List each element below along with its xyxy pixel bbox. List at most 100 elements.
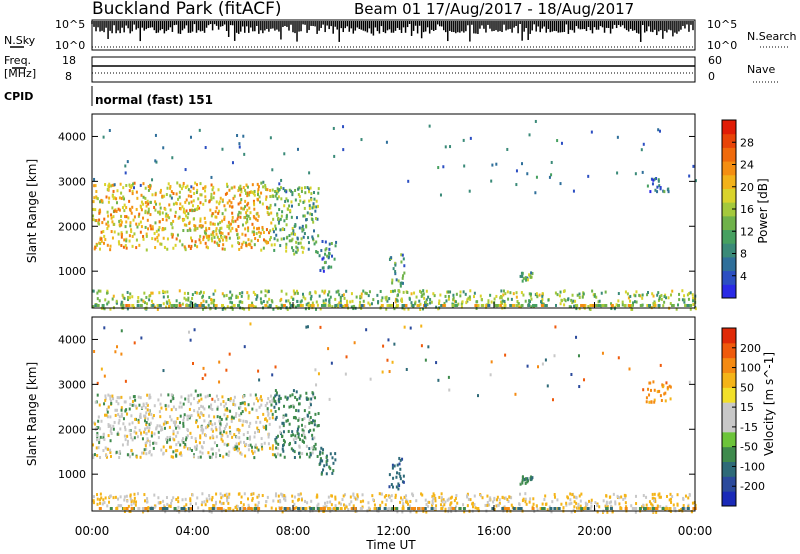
range-gate-cell — [195, 183, 198, 187]
range-gate-cell — [158, 410, 161, 414]
range-gate-cell — [106, 407, 109, 411]
range-gate-cell — [171, 233, 174, 237]
range-gate-cell — [94, 422, 97, 426]
noise-cell — [243, 152, 246, 156]
range-gate-cell — [500, 289, 503, 293]
range-gate-cell — [235, 442, 238, 446]
range-gate-cell — [258, 234, 261, 238]
range-gate-cell — [241, 423, 244, 427]
range-gate-cell — [300, 245, 303, 249]
range-gate-cell — [271, 416, 274, 420]
range-gate-cell — [274, 417, 277, 421]
range-gate-cell — [330, 503, 333, 507]
range-gate-cell — [350, 305, 353, 309]
noise-cell — [405, 367, 408, 371]
range-gate-cell — [244, 419, 247, 423]
range-gate-cell — [202, 413, 205, 417]
range-gate-cell — [291, 430, 294, 434]
range-gate-cell — [275, 393, 278, 397]
range-gate-cell — [469, 297, 472, 301]
range-gate-cell — [124, 428, 127, 432]
range-gate-cell — [297, 497, 300, 501]
range-gate-cell — [190, 300, 193, 304]
range-gate-cell — [191, 296, 194, 300]
range-gate-cell — [245, 214, 248, 218]
range-gate-cell — [99, 242, 102, 246]
range-gate-cell — [242, 433, 245, 437]
range-gate-cell — [659, 495, 662, 499]
range-gate-cell — [116, 396, 119, 400]
range-gate-cell — [334, 508, 337, 512]
range-gate-cell — [218, 448, 221, 452]
xtick-label: 20:00 — [577, 524, 612, 538]
range-gate-cell — [648, 500, 651, 504]
nsky-tick-top: 10^5 — [55, 18, 85, 31]
range-gate-cell — [510, 496, 513, 500]
range-gate-cell — [142, 402, 145, 406]
range-gate-cell — [365, 292, 368, 296]
range-gate-cell — [189, 208, 192, 212]
range-gate-cell — [567, 297, 570, 301]
range-gate-cell — [444, 294, 447, 298]
range-gate-cell — [220, 236, 223, 240]
range-gate-cell — [107, 405, 110, 409]
range-gate-cell — [281, 494, 284, 498]
range-gate-cell — [390, 256, 393, 260]
range-gate-cell — [641, 293, 644, 297]
range-gate-cell — [304, 425, 307, 429]
range-gate-cell — [238, 431, 241, 435]
range-gate-cell — [364, 291, 367, 295]
range-gate-cell — [683, 300, 686, 304]
range-gate-cell — [431, 495, 434, 499]
range-gate-cell — [524, 497, 527, 501]
range-gate-cell — [235, 428, 238, 432]
ground-scatter-cell — [109, 507, 113, 510]
range-gate-cell — [120, 196, 123, 200]
range-gate-cell — [275, 415, 278, 419]
range-gate-cell — [288, 239, 291, 243]
range-gate-cell — [221, 219, 224, 223]
range-gate-cell — [184, 397, 187, 401]
ground-scatter-cell — [575, 304, 579, 307]
range-gate-cell — [102, 449, 105, 453]
range-gate-cell — [97, 419, 100, 423]
range-gate-cell — [109, 248, 112, 252]
range-gate-cell — [488, 503, 491, 507]
range-gate-cell — [252, 199, 255, 203]
xtick-label: 00:00 — [678, 524, 713, 538]
noise-cell — [526, 364, 529, 368]
range-gate-cell — [402, 257, 405, 261]
ground-scatter-cell — [359, 507, 363, 510]
range-gate-cell — [181, 498, 184, 502]
range-gate-cell — [255, 408, 258, 412]
range-gate-cell — [227, 397, 230, 401]
range-gate-cell — [250, 246, 253, 250]
range-gate-cell — [617, 299, 620, 303]
noise-cell — [616, 135, 619, 139]
range-gate-cell — [247, 229, 250, 233]
range-gate-cell — [292, 416, 295, 420]
range-gate-cell — [255, 420, 258, 424]
range-gate-cell — [302, 295, 305, 299]
ground-scatter-cell — [323, 304, 327, 307]
noise-cell — [554, 325, 557, 329]
range-gate-cell — [138, 428, 141, 432]
noise-cell — [113, 183, 116, 187]
range-gate-cell — [528, 273, 531, 277]
ground-scatter-cell — [447, 507, 451, 510]
range-gate-cell — [367, 501, 370, 505]
range-gate-cell — [427, 500, 430, 504]
range-gate-cell — [255, 217, 258, 221]
range-gate-cell — [274, 394, 277, 398]
range-gate-cell — [196, 401, 199, 405]
range-gate-cell — [306, 211, 309, 215]
ground-scatter-cell — [264, 304, 268, 307]
ground-scatter-cell — [604, 304, 608, 307]
ground-scatter-cell — [339, 304, 343, 307]
noise-cell — [534, 191, 537, 195]
range-gate-cell — [98, 498, 101, 502]
range-gate-cell — [597, 300, 600, 304]
range-gate-cell — [221, 494, 224, 498]
range-gate-cell — [179, 202, 182, 206]
range-gate-cell — [244, 407, 247, 411]
